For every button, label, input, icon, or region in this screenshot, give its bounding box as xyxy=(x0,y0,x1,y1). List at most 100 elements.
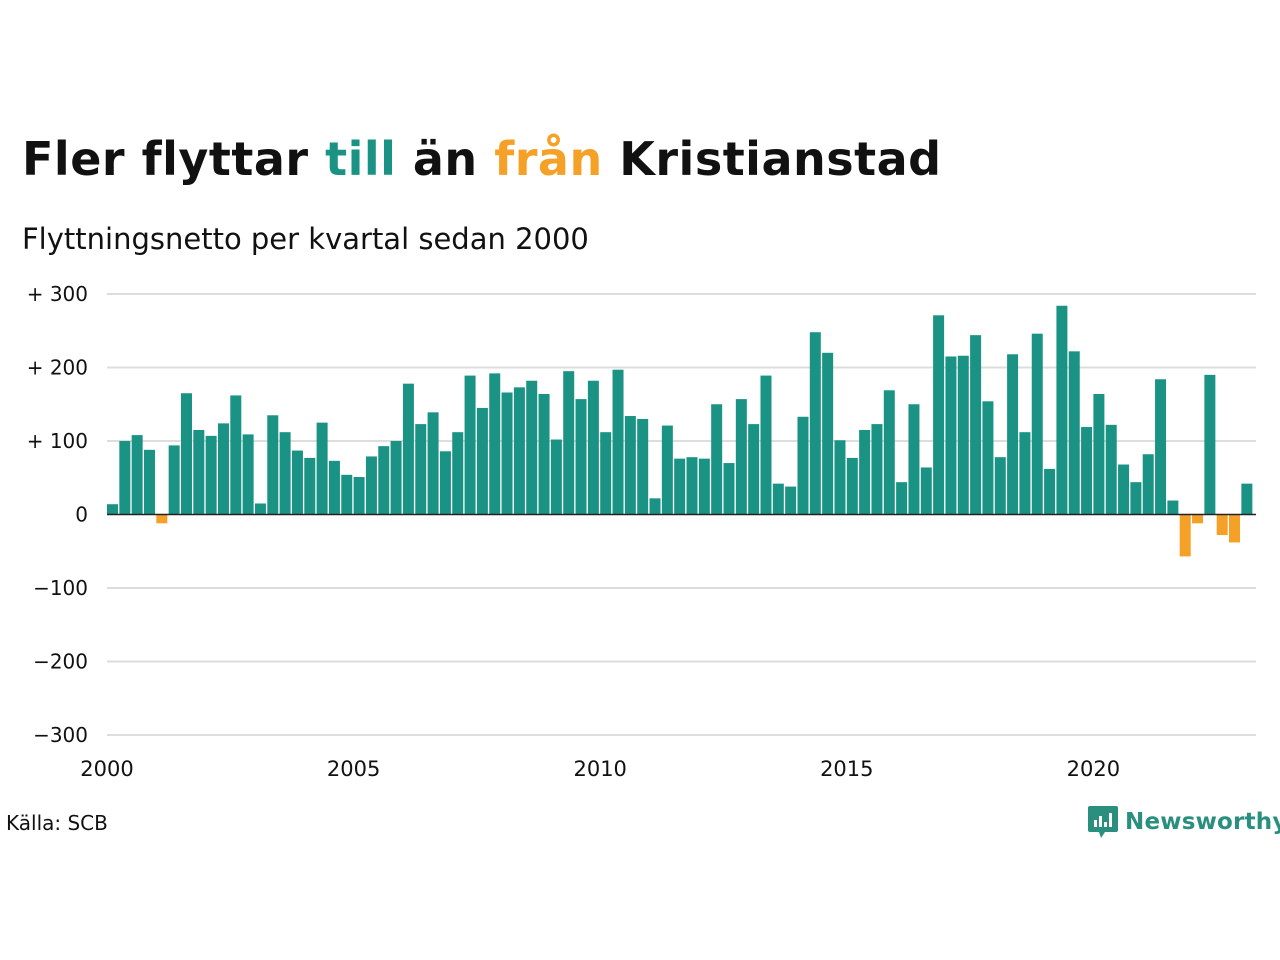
bar xyxy=(933,315,945,515)
bar xyxy=(637,418,649,515)
title-highlight-fran: från xyxy=(494,132,603,186)
bar xyxy=(1081,427,1093,515)
bar xyxy=(230,395,242,515)
y-tick-label: + 300 xyxy=(27,282,88,306)
bar xyxy=(538,393,550,515)
bar xyxy=(748,424,760,515)
bar xyxy=(1031,333,1043,515)
bar xyxy=(1019,432,1031,515)
bar xyxy=(156,514,168,524)
bars xyxy=(107,305,1253,557)
bar xyxy=(1093,393,1105,515)
bar xyxy=(1044,468,1056,515)
bar xyxy=(1130,482,1142,515)
x-tick-label: 2000 xyxy=(80,757,133,781)
bar xyxy=(107,504,118,515)
bar xyxy=(1007,354,1019,515)
bar xyxy=(624,416,636,515)
bar xyxy=(1216,514,1228,536)
bar xyxy=(994,457,1006,515)
bar xyxy=(809,332,821,515)
bar xyxy=(1105,424,1117,515)
bar xyxy=(464,375,476,515)
bar xyxy=(735,399,747,515)
bar xyxy=(920,467,932,515)
bar xyxy=(427,412,439,515)
bar xyxy=(649,498,661,515)
bar xyxy=(674,458,686,515)
bar xyxy=(1241,483,1253,515)
x-tick-label: 2005 xyxy=(327,757,380,781)
bar xyxy=(316,422,328,515)
bar xyxy=(439,451,451,515)
title-part-5: Kristianstad xyxy=(602,132,942,186)
bar xyxy=(834,440,846,515)
bar xyxy=(131,435,143,515)
bar xyxy=(452,432,464,515)
bar xyxy=(908,404,920,515)
y-tick-label: 0 xyxy=(75,503,88,527)
bar xyxy=(353,477,365,515)
bar xyxy=(785,486,797,515)
x-tick-label: 2010 xyxy=(573,757,626,781)
bar xyxy=(279,432,291,515)
bar xyxy=(550,439,562,515)
bar xyxy=(711,404,723,515)
bar xyxy=(600,432,612,515)
bar xyxy=(896,482,908,515)
bar xyxy=(1179,514,1191,557)
bar xyxy=(1068,351,1080,515)
x-tick-label: 2020 xyxy=(1067,757,1120,781)
gridlines xyxy=(107,293,1256,736)
bar xyxy=(526,380,538,515)
chart-title: Fler flyttar till än från Kristianstad xyxy=(22,132,942,186)
bar xyxy=(723,463,735,515)
bar xyxy=(846,457,858,515)
newsworthy-logo-text: Newsworthy xyxy=(1125,809,1280,835)
bar xyxy=(328,460,340,515)
bar xyxy=(513,387,525,515)
bar xyxy=(254,503,266,515)
bar xyxy=(871,424,883,515)
bar xyxy=(242,434,254,515)
bar xyxy=(193,429,205,515)
title-highlight-till: till xyxy=(325,132,397,186)
title-part-1: Fler flyttar xyxy=(22,132,326,186)
bar xyxy=(304,457,316,515)
bar xyxy=(686,457,698,515)
bar xyxy=(772,483,784,515)
newsworthy-logo: Newsworthy xyxy=(1087,804,1280,840)
bar xyxy=(1167,500,1179,515)
chart-subtitle: Flyttningsnetto per kvartal sedan 2000 xyxy=(22,222,589,256)
bar xyxy=(378,446,390,515)
bar xyxy=(390,441,402,515)
bar xyxy=(267,415,279,515)
bar xyxy=(217,423,229,515)
bar xyxy=(698,458,710,515)
bar xyxy=(970,335,982,515)
y-tick-label: −300 xyxy=(33,723,88,747)
bar xyxy=(1192,514,1204,524)
bar xyxy=(1142,454,1154,515)
bar xyxy=(365,456,377,515)
bar xyxy=(1118,464,1130,515)
bar xyxy=(143,449,155,515)
bar xyxy=(822,352,834,515)
y-tick-label: + 100 xyxy=(27,429,88,453)
bar xyxy=(982,401,994,515)
bar xyxy=(1056,305,1068,515)
bar xyxy=(883,390,895,515)
x-tick-label: 2015 xyxy=(820,757,873,781)
bar xyxy=(797,416,809,515)
bar xyxy=(612,369,624,515)
x-axis-labels: 2000 2005 2010 2015 2020 xyxy=(80,757,1120,781)
bar xyxy=(119,441,131,515)
bar xyxy=(489,373,501,515)
y-tick-label: + 200 xyxy=(27,356,88,380)
bar xyxy=(957,355,969,515)
bar xyxy=(168,445,180,515)
y-tick-label: −200 xyxy=(33,650,88,674)
y-axis-labels: + 300 + 200 + 100 0 −100 −200 −300 xyxy=(27,282,88,747)
bar xyxy=(945,356,957,515)
